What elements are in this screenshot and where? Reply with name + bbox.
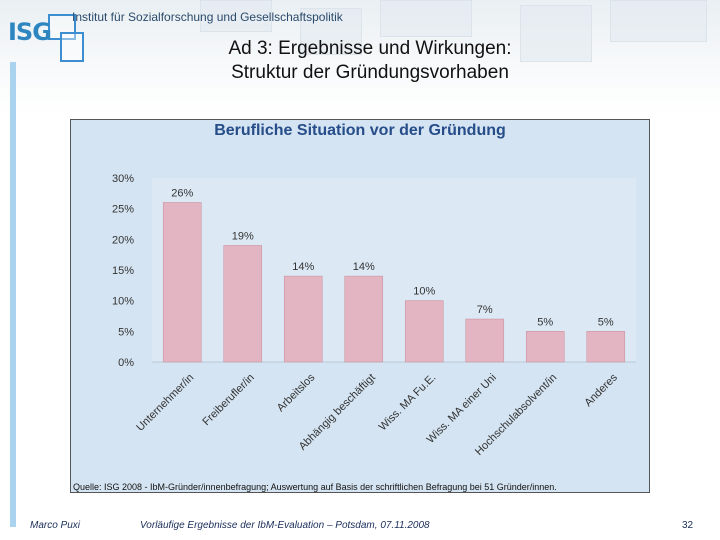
footer-note: Vorläufige Ergebnisse der IbM-Evaluation…	[140, 520, 430, 531]
bar	[283, 275, 323, 363]
x-category-label: Freiberufler/in	[200, 372, 256, 428]
y-tick-label: 0%	[118, 357, 134, 369]
y-tick-label: 15%	[112, 265, 134, 277]
left-accent-bar	[10, 62, 16, 527]
header-background	[0, 0, 720, 115]
bar	[465, 318, 505, 363]
footer-author: Marco Puxi	[30, 520, 81, 531]
chart-frame: Berufliche Situation vor der Gründung 0%…	[70, 119, 650, 493]
isg-logo: ISG	[8, 14, 84, 64]
bar-value-label: 7%	[477, 304, 493, 316]
y-tick-label: 5%	[118, 326, 134, 338]
bar-value-label: 14%	[292, 261, 314, 273]
logo-text: ISG	[8, 18, 52, 46]
x-category-label: Anderes	[582, 371, 620, 409]
chart-source: Quelle: ISG 2008 - IbM-Gründer/innenbefr…	[73, 482, 557, 492]
page-title: Ad 3: Ergebnisse und Wirkungen: Struktur…	[120, 37, 620, 85]
bar	[586, 331, 626, 363]
title-line-1: Ad 3: Ergebnisse und Wirkungen:	[228, 38, 512, 59]
bar-value-label: 5%	[598, 316, 614, 328]
x-category-label: Unternehmer/in	[134, 372, 196, 434]
y-tick-label: 10%	[112, 296, 134, 308]
bar-value-label: 14%	[353, 261, 375, 273]
bar-value-label: 19%	[232, 230, 254, 242]
bar	[525, 331, 565, 363]
bar	[223, 245, 263, 363]
x-category-label: Wiss. MA Fu.E.	[377, 372, 439, 434]
y-tick-label: 30%	[112, 173, 134, 185]
y-tick-label: 25%	[112, 204, 134, 216]
bar	[344, 275, 384, 363]
bar	[404, 300, 444, 363]
bar-value-label: 5%	[537, 316, 553, 328]
chart-title: Berufliche Situation vor der Gründung	[214, 122, 506, 139]
x-category-label: Arbeitslos	[275, 371, 318, 414]
bar-chart: 0% 5% 10% 15% 20% 25% 30% 26% Unternehmer/in 19% F…	[112, 173, 636, 458]
bar	[162, 202, 202, 363]
institute-name: Institut für Sozialforschung und Gesells…	[72, 10, 343, 24]
bar-value-label: 26%	[171, 188, 193, 200]
title-line-2: Struktur der Gründungsvorhaben	[231, 62, 509, 83]
y-tick-label: 20%	[112, 234, 134, 246]
page-number: 32	[682, 520, 694, 531]
bar-value-label: 10%	[413, 286, 435, 298]
